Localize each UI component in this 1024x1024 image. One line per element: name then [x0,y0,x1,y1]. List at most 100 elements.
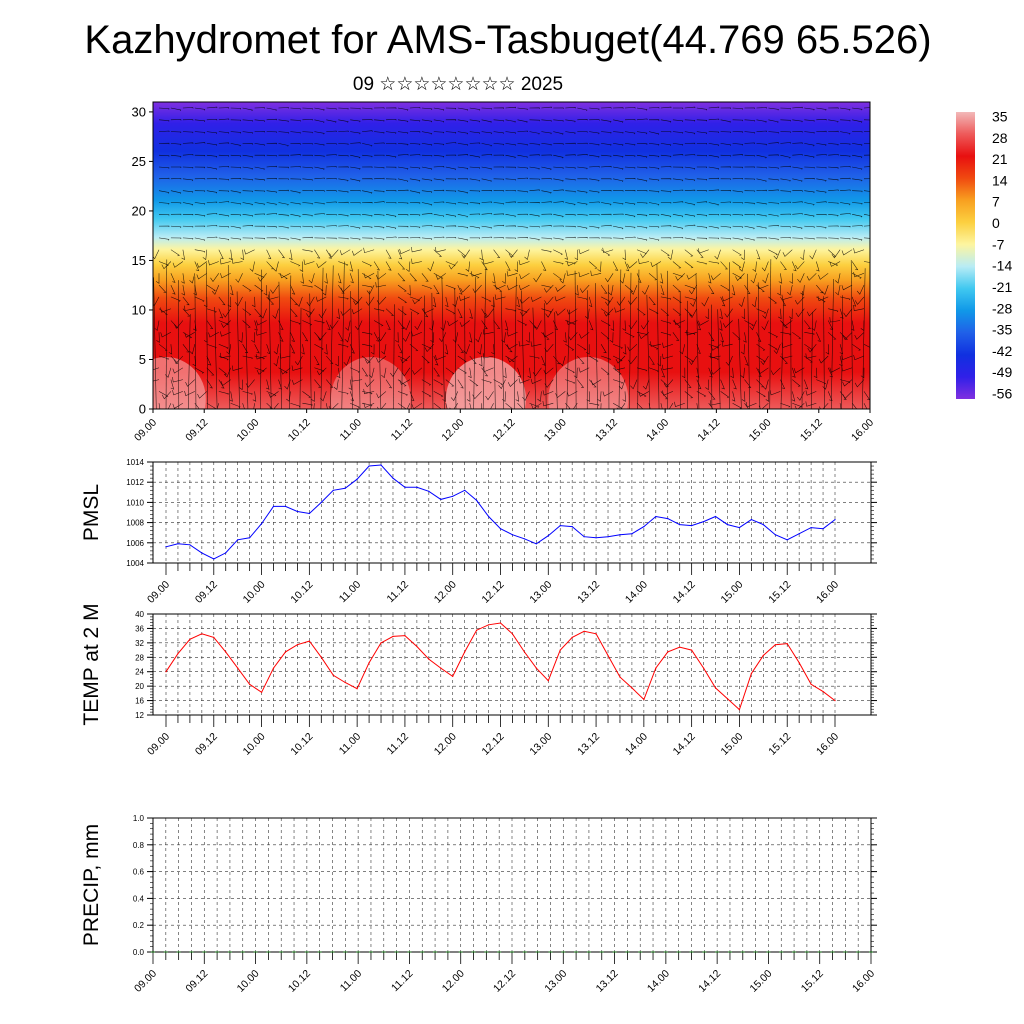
wind-barb [400,355,411,364]
wind-barb [530,341,542,347]
wind-barb [565,343,575,351]
wind-barb [242,344,249,354]
wind-barb [445,178,457,181]
wind-barb [254,237,265,240]
wind-barb [218,355,229,361]
wind-barb [475,332,482,343]
wind-barb [386,143,397,145]
wind-barb [445,225,457,227]
wind-barb [444,344,449,355]
wind-barb [529,119,540,122]
wind-barb [505,119,516,123]
wind-barb [553,166,564,169]
temp-series-line-point [344,681,346,684]
wind-barb [196,273,207,280]
wind-streak [393,304,395,409]
wind-barb [194,107,206,111]
wind-barb [780,131,791,133]
wind-barb [828,178,839,181]
wind-barb [351,249,363,256]
wind-barb [314,249,321,259]
wind-barb [230,154,242,157]
precip-bar [522,951,527,953]
wind-barb [493,379,504,386]
temp-series-line-point [691,649,693,651]
precip-bar [279,951,284,953]
wind-barb [507,379,518,387]
wind-streak [482,266,487,409]
wind-barb [182,178,194,182]
wind-streak [401,306,404,409]
wind-barb [397,296,408,304]
wind-barb [194,237,206,241]
pmsl-series-line-point [237,539,239,541]
wind-barb [589,190,600,194]
colorbar-label: 14 [992,172,1008,188]
wind-barb [338,107,349,110]
wind-barb [756,107,767,109]
temp-series-line-point [416,645,418,648]
wind-barb [565,379,576,384]
wind-barb [565,367,575,374]
wind-barb [206,284,216,292]
pmsl-series-line-point [559,525,561,527]
temp-series-line-point [213,636,215,639]
wind-barb [339,249,351,256]
wind-barb [481,119,492,123]
wind-barb [498,379,506,390]
wind-barb [565,142,576,145]
wind-barb [517,308,528,314]
wind-barb [660,106,672,109]
wind-barb [744,237,755,241]
wind-barb [172,390,183,396]
wind-barb [589,201,600,203]
wind-barb [816,332,821,342]
precip-bar [535,951,540,953]
wind-barb [744,131,755,134]
wind-streak [637,269,640,409]
wind-barb [194,214,206,217]
temp-series-line-point [786,643,788,645]
wind-barb [445,367,455,375]
pmsl-x-tick-label: 13.12 [575,579,602,606]
wind-barb [505,131,516,134]
wind-barb [290,131,301,134]
wind-barb [158,225,170,227]
precip-bar [663,951,668,953]
wind-barb [385,236,397,239]
wind-barb [565,119,576,123]
wind-barb [601,154,612,158]
wind-barb [744,320,755,327]
wind-barb [278,107,289,109]
temp-series-line-point [511,633,513,635]
wind-barb [397,166,409,170]
wind-barb [211,284,220,295]
wind-barb [314,213,325,215]
wind-barb [708,343,719,349]
wind-barb [370,344,375,355]
wind-barb [242,190,253,193]
wind-barb [720,154,731,157]
wind-barb [589,143,600,146]
wind-barb [197,391,207,399]
wind-streak [236,291,240,409]
wind-barb [158,284,167,293]
wind-barb [469,202,481,205]
wind-barb [841,284,853,291]
wind-barb [302,107,313,110]
wind-barb [750,273,757,284]
wind-barb [397,320,405,329]
wind-barb [338,143,349,146]
temp-x-tick-label: 14.00 [623,731,650,758]
wind-barb [541,178,552,180]
wind-barb [411,246,422,253]
temp-series-line-point [452,675,454,678]
wind-barb [170,237,182,239]
wind-barb [326,166,337,168]
wind-barb [481,403,482,409]
wind-barb [503,367,507,379]
wind-barb [469,213,481,215]
wind-barb [828,332,837,340]
wind-barb [397,237,409,239]
wind-barb [385,214,397,218]
